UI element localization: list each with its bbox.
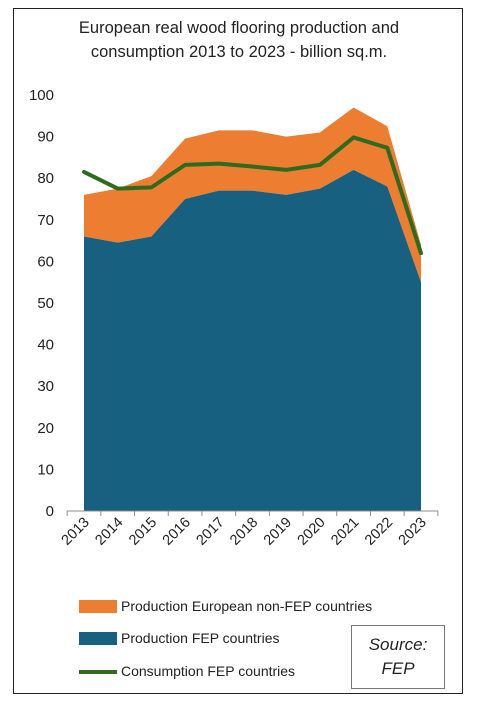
legend-item-fep-production: Production FEP countries [79, 630, 280, 646]
x-tick-label: 2023 [396, 515, 430, 549]
legend-item-fep-consumption: Consumption FEP countries [79, 663, 295, 679]
y-tick-label: 90 [37, 129, 54, 146]
x-tick-label: 2014 [92, 515, 126, 549]
source-value: FEP [381, 659, 415, 678]
x-tick-label: 2020 [295, 515, 329, 549]
x-tick-label: 2015 [126, 515, 160, 549]
y-tick-label: 10 [37, 461, 54, 478]
legend-label-fep-production: Production FEP countries [121, 630, 280, 646]
y-tick-label: 20 [37, 420, 54, 437]
y-tick-label: 40 [37, 337, 54, 354]
x-tick-label: 2013 [59, 515, 93, 549]
source-box: Source: FEP [351, 625, 445, 689]
y-tick-label: 70 [37, 212, 54, 229]
legend-label-non-fep-production: Production European non-FEP countries [121, 598, 373, 614]
y-tick-label: 80 [37, 170, 54, 187]
x-tick-label: 2022 [362, 515, 396, 549]
y-tick-label: 0 [46, 503, 54, 520]
legend-swatch-non-fep-production [79, 599, 117, 613]
y-tick-label: 60 [37, 253, 54, 270]
legend-swatch-fep-production [79, 631, 117, 645]
area-production-fep [84, 169, 421, 511]
source-label: Source: [368, 635, 428, 654]
legend-item-non-fep-production: Production European non-FEP countries [79, 598, 372, 614]
y-tick-label: 30 [37, 378, 54, 395]
y-tick-label: 100 [29, 87, 54, 104]
chart-title-line-1: European real wood flooring production a… [78, 19, 400, 37]
x-tick-label: 2021 [328, 515, 362, 549]
x-tick-label: 2019 [261, 515, 295, 549]
chart-title-line-2: consumption 2013 to 2023 - billion sq.m. [90, 43, 388, 61]
legend-line-fep-consumption [79, 669, 117, 674]
x-tick-label: 2018 [227, 515, 261, 549]
x-tick-label: 2017 [193, 515, 227, 549]
legend-label-fep-consumption: Consumption FEP countries [121, 663, 296, 679]
x-tick-label: 2016 [160, 515, 194, 549]
y-tick-label: 50 [37, 295, 54, 312]
